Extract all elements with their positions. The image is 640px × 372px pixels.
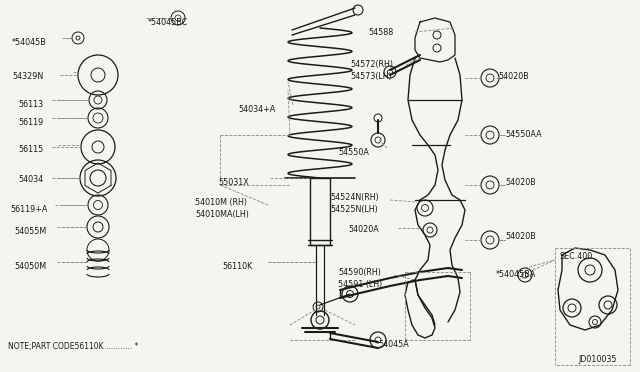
Text: 54020B: 54020B [505,232,536,241]
Text: 54055M: 54055M [14,227,46,236]
Text: 54525N(LH): 54525N(LH) [330,205,378,214]
Text: 54020A: 54020A [348,225,379,234]
Text: 54573(LH): 54573(LH) [350,72,392,81]
Text: SEC.400: SEC.400 [560,252,593,261]
Text: 54020B: 54020B [498,72,529,81]
Text: 56119: 56119 [18,118,44,127]
Text: 54590(RH): 54590(RH) [338,268,381,277]
Text: *54045B: *54045B [12,38,47,47]
Text: 56113: 56113 [18,100,43,109]
Text: 54020B: 54020B [505,178,536,187]
Text: *54045BC: *54045BC [148,18,188,27]
Text: 54010MA(LH): 54010MA(LH) [195,210,249,219]
Text: 54550AA: 54550AA [505,130,541,139]
Text: 54588: 54588 [368,28,393,37]
Text: 54034: 54034 [18,175,43,184]
Text: 54524N(RH): 54524N(RH) [330,193,379,202]
Text: 56115: 56115 [18,145,44,154]
Text: 54550A: 54550A [338,148,369,157]
Text: 54329N: 54329N [12,72,44,81]
Text: JD010035: JD010035 [578,355,616,364]
Text: 54010M (RH): 54010M (RH) [195,198,247,207]
Text: 54034+A: 54034+A [238,105,275,114]
Text: 55031X: 55031X [218,178,249,187]
Text: NOTE;PART CODE56110K ........... *: NOTE;PART CODE56110K ........... * [8,342,138,351]
Text: 54572(RH): 54572(RH) [350,60,393,69]
Text: 56110K: 56110K [222,262,252,271]
Text: *54045BA: *54045BA [496,270,536,279]
Text: 54050M: 54050M [14,262,46,271]
Bar [310,178,330,245]
Text: 56119+A: 56119+A [10,205,47,214]
Text: 54045A: 54045A [378,340,409,349]
Text: 54591 (LH): 54591 (LH) [338,280,382,289]
